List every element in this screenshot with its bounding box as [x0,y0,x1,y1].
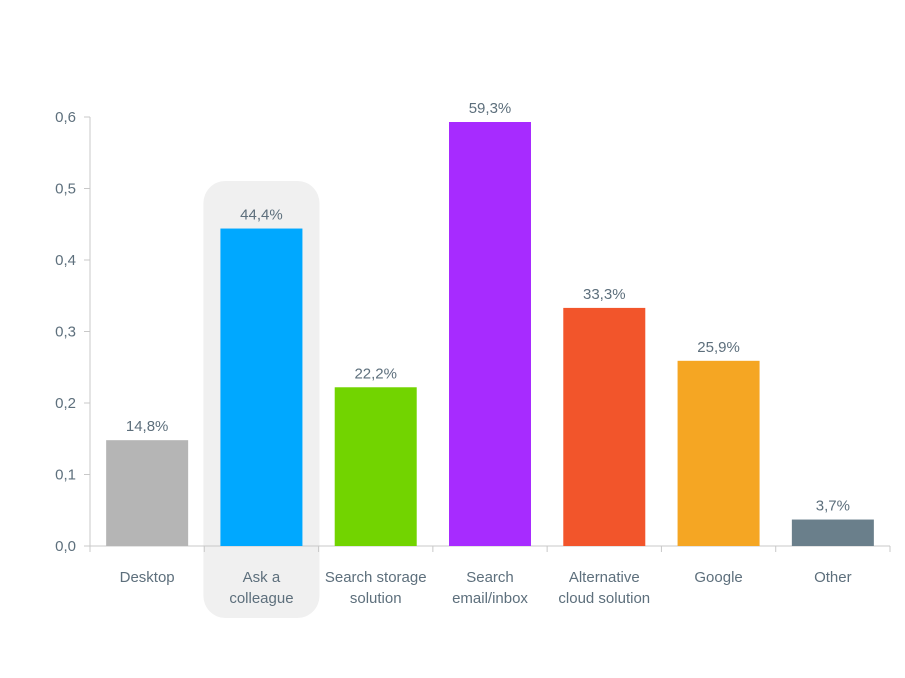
category-label: email/inbox [452,590,528,607]
bar-value-label: 14,8% [126,418,169,435]
category-label: Alternative [569,569,640,586]
y-tick-label: 0,4 [55,252,76,269]
category-label: Search [466,569,514,586]
bar [563,307,646,546]
category-label: solution [350,590,402,607]
y-tick-label: 0,0 [55,538,76,555]
bar [220,228,303,547]
bar [677,360,760,546]
bar-value-label: 59,3% [469,100,512,117]
bar [791,519,874,546]
category-label: cloud solution [558,590,650,607]
y-tick-label: 0,3 [55,324,76,341]
y-tick-label: 0,5 [55,181,76,198]
bar [449,122,531,546]
bar [334,387,417,546]
category-label: Search storage [325,569,427,586]
bar-value-label: 25,9% [697,339,740,356]
bar-value-label: 22,2% [354,365,397,382]
bar-value-label: 3,7% [816,498,850,515]
bar-value-label: 33,3% [583,286,626,303]
y-tick-label: 0,2 [55,395,76,412]
category-label: Desktop [120,569,175,586]
category-label: colleague [229,590,293,607]
bar-value-label: 44,4% [240,207,283,224]
category-label: Google [694,569,742,586]
y-tick-label: 0,6 [55,109,76,126]
y-tick-label: 0,1 [55,467,76,484]
category-label: Ask a [243,569,281,586]
bar [106,440,189,546]
category-label: Other [814,569,852,586]
